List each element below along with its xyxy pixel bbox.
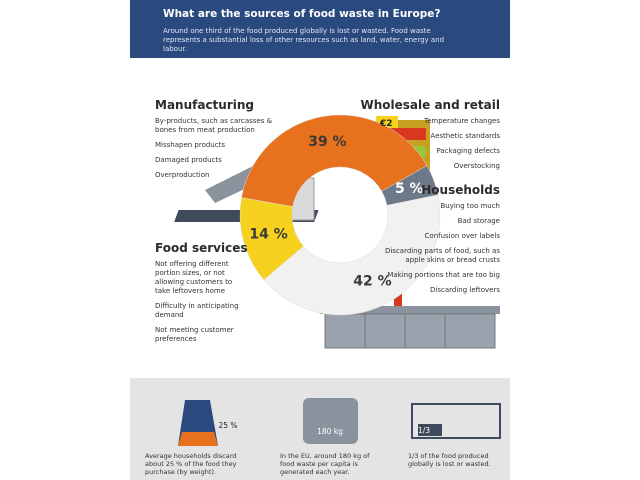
section-item: Buying too much bbox=[440, 202, 500, 210]
segment-label: 42 % bbox=[353, 274, 391, 290]
subtitle: Around one third of the food produced gl… bbox=[163, 27, 445, 53]
section-item: Not offering different portion sizes, or… bbox=[155, 260, 233, 295]
segment-label: 14 % bbox=[249, 226, 287, 242]
section-item: Not meeting customer preferences bbox=[155, 326, 234, 343]
section-item: Difficulty in anticipating demand bbox=[155, 302, 239, 319]
section-item: Overstocking bbox=[453, 162, 500, 170]
donut-segment bbox=[239, 197, 304, 281]
segment-label: 39 % bbox=[308, 134, 346, 150]
title: What are the sources of food waste in Eu… bbox=[163, 8, 441, 20]
section-item: By-products, such as carcasses & bones f… bbox=[155, 117, 273, 134]
segment-label: 5 % bbox=[395, 181, 424, 197]
donut-segment bbox=[263, 194, 441, 316]
section-item: Misshapen products bbox=[155, 141, 225, 149]
stat-badge: 1/3 bbox=[418, 426, 430, 435]
section-item: Making portions that are too big bbox=[387, 271, 500, 279]
stat-text: Average households discard about 25 % of… bbox=[145, 452, 237, 476]
donut-segment bbox=[241, 114, 428, 207]
section-item: Packaging defects bbox=[436, 147, 500, 155]
header-band bbox=[130, 0, 510, 58]
price-tag: €2 bbox=[379, 119, 393, 129]
section-item: Discarding leftovers bbox=[430, 286, 500, 294]
section-item: Bad storage bbox=[457, 217, 500, 225]
stat-badge: 180 kg bbox=[317, 427, 343, 436]
section-heading: Households bbox=[421, 183, 500, 197]
section-item: Aesthetic standards bbox=[430, 132, 500, 140]
section-item: Damaged products bbox=[155, 156, 222, 164]
section-heading: Wholesale and retail bbox=[360, 98, 500, 112]
section-item: Confusion over labels bbox=[424, 232, 500, 240]
stat-text: In the EU, around 180 kg of food waste p… bbox=[280, 452, 370, 476]
section-item: Temperature changes bbox=[424, 117, 500, 125]
section-heading: Manufacturing bbox=[155, 98, 254, 112]
section-item: Discarding parts of food, such as apple … bbox=[384, 247, 500, 264]
section-heading: Food services bbox=[155, 241, 248, 255]
stat-badge: 25 % bbox=[218, 421, 237, 430]
stat-icons bbox=[178, 398, 501, 446]
stat-text: 1/3 of the food produced globally is los… bbox=[408, 452, 491, 468]
section-item: Overproduction bbox=[155, 171, 210, 179]
